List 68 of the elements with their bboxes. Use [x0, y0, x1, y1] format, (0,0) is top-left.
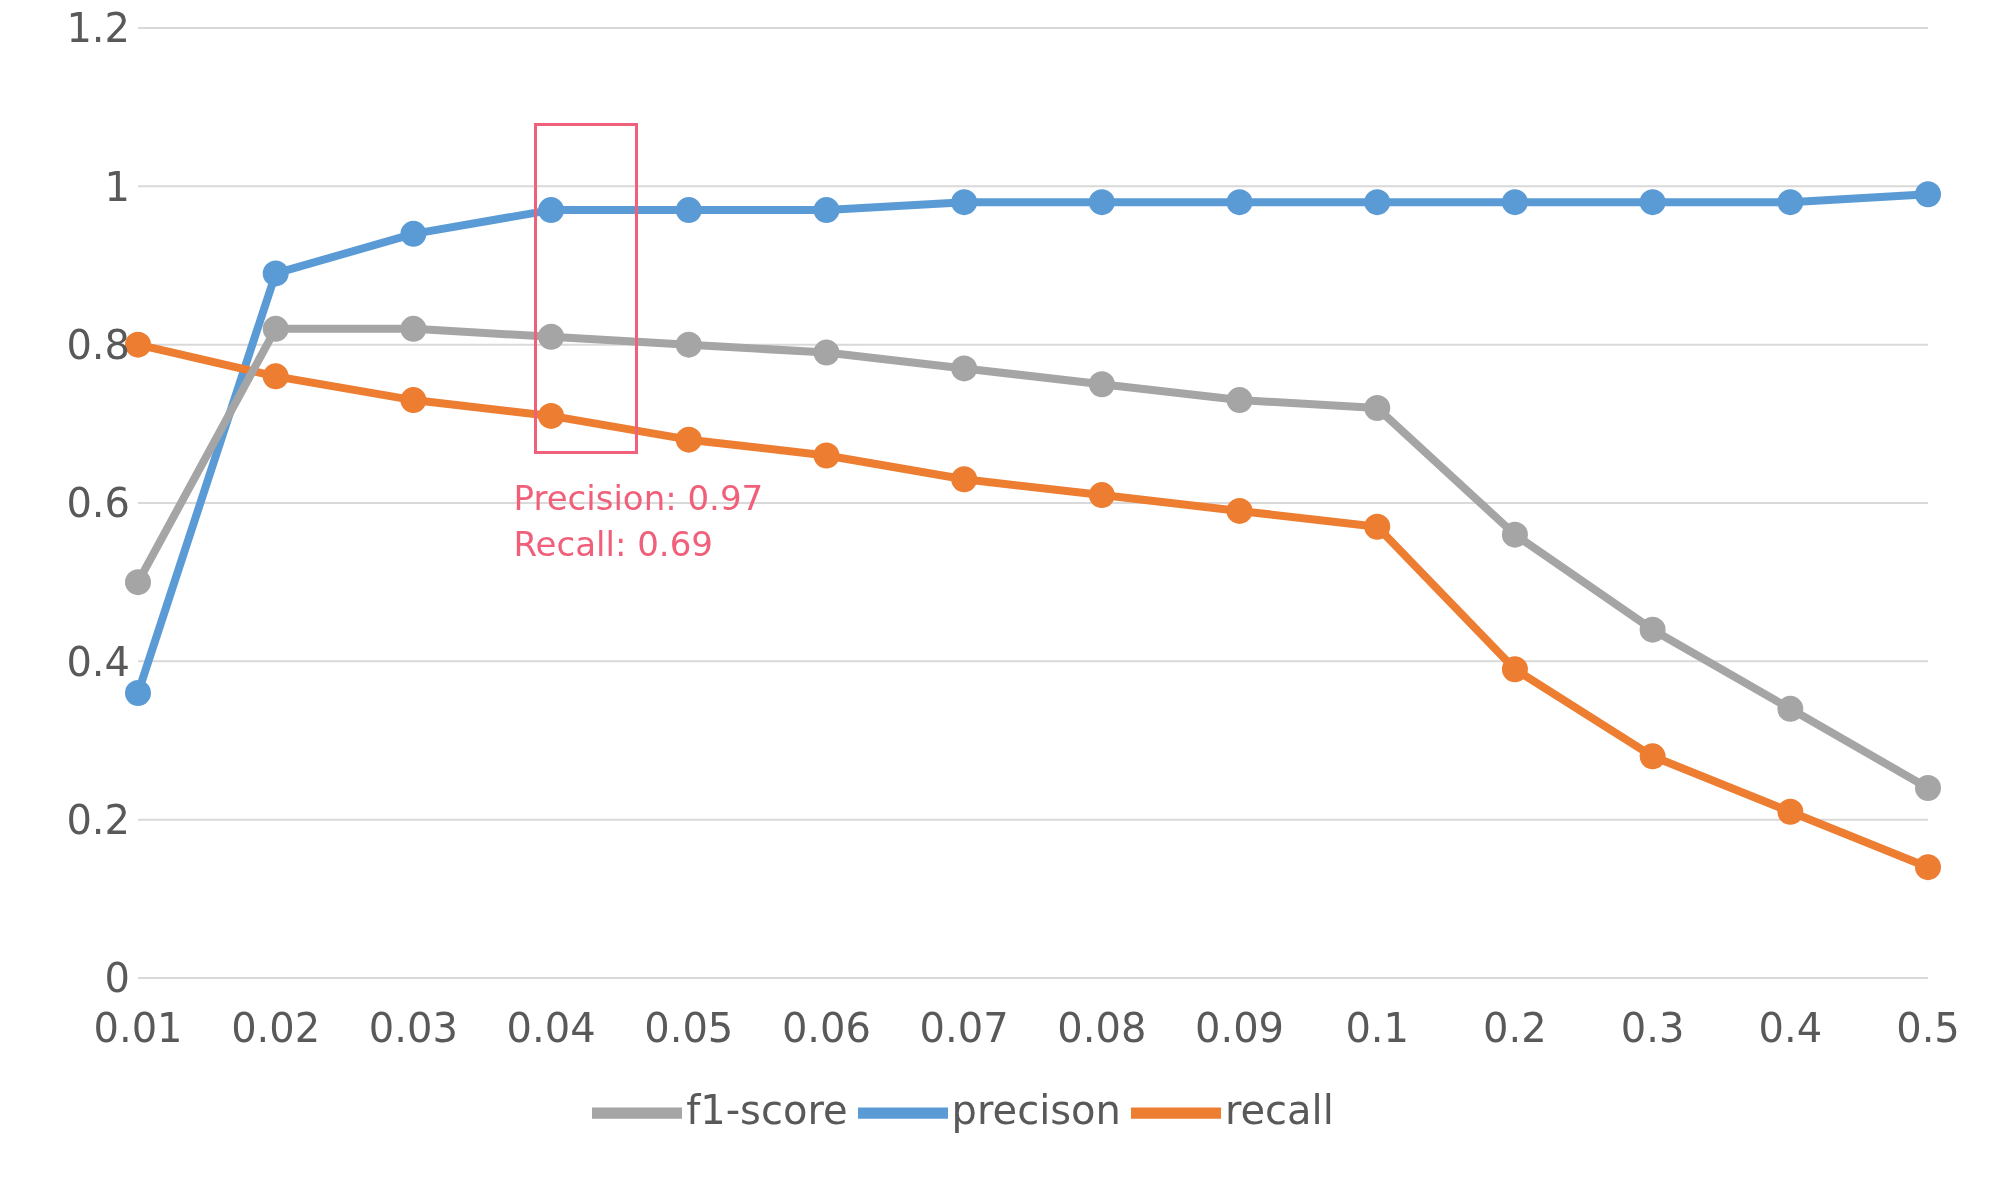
point: [400, 387, 427, 414]
x-tick-label: 0.01: [93, 1005, 183, 1052]
point: [262, 260, 289, 287]
point: [1777, 798, 1804, 825]
y-tick-label: 0: [104, 955, 130, 1002]
x-tick-label: 0.03: [368, 1005, 458, 1052]
x-tick-label: 0.3: [1620, 1005, 1685, 1052]
point: [1088, 482, 1115, 509]
x-tick-label: 0.07: [919, 1005, 1009, 1052]
point: [675, 331, 702, 358]
x-tick-label: 0.06: [781, 1005, 871, 1052]
point: [1915, 775, 1941, 801]
y-tick-label: 1.2: [66, 5, 130, 52]
point: [813, 442, 840, 469]
legend-label: precison: [951, 1087, 1121, 1133]
annotation: Precision: 0.97: [513, 476, 764, 520]
x-tick-label: 0.09: [1195, 1005, 1285, 1052]
point: [400, 315, 427, 342]
point: [1226, 189, 1253, 216]
point: [1364, 189, 1391, 216]
annotation: Recall: 0.69: [513, 522, 714, 566]
point: [951, 189, 978, 216]
point: [951, 355, 978, 382]
point: [1088, 371, 1115, 398]
x-tick-label: 0.1: [1345, 1005, 1410, 1052]
point: [538, 323, 565, 350]
x-tick-label: 0.2: [1483, 1005, 1547, 1052]
legend-label: f1-score: [686, 1087, 848, 1133]
point: [1915, 181, 1941, 208]
y-tick-label: 0.6: [66, 480, 130, 527]
point: [1226, 497, 1253, 524]
point: [262, 363, 289, 390]
x-tick-label: 0.04: [506, 1005, 596, 1052]
point: [262, 315, 289, 342]
x-tick-label: 0.08: [1057, 1005, 1147, 1052]
point: [951, 466, 978, 493]
x-tick-label: 0.02: [231, 1005, 321, 1052]
x-tick-label: 0.5: [1896, 1005, 1960, 1052]
point: [813, 339, 840, 366]
point: [1364, 513, 1391, 540]
point: [1501, 656, 1528, 683]
point: [1777, 189, 1804, 216]
point: [1226, 387, 1253, 414]
point: [538, 402, 565, 429]
point: [1915, 854, 1941, 881]
point: [1777, 695, 1804, 722]
point: [1639, 189, 1666, 216]
point: [1639, 616, 1666, 643]
point: [1501, 521, 1528, 548]
y-tick-label: 1: [104, 163, 130, 210]
point: [125, 569, 151, 596]
x-tick-label: 0.4: [1758, 1005, 1823, 1052]
point: [125, 680, 151, 706]
y-tick-label: 0.8: [66, 321, 130, 368]
point: [400, 220, 427, 247]
point: [675, 197, 702, 224]
point: [1501, 189, 1528, 216]
point: [1639, 743, 1666, 770]
y-tick-label: 0.4: [66, 638, 130, 685]
point: [813, 197, 840, 224]
legend-label: recall: [1224, 1087, 1334, 1133]
point: [125, 331, 151, 358]
point: [1364, 395, 1391, 421]
y-tick-label: 0.2: [66, 796, 130, 843]
point: [538, 197, 565, 224]
point: [1088, 189, 1115, 216]
x-tick-label: 0.05: [644, 1005, 734, 1052]
point: [675, 426, 702, 453]
